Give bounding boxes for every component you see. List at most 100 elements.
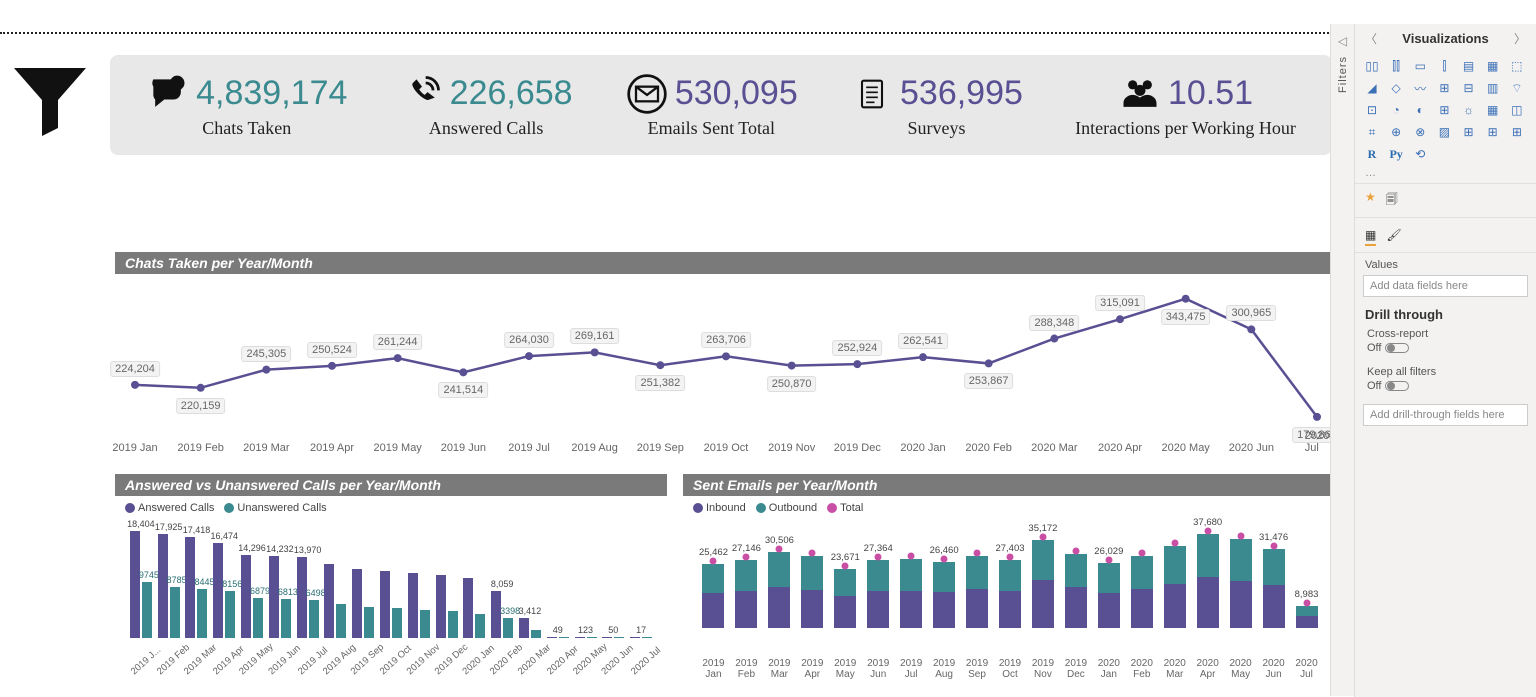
viz-type-icon[interactable]: ◢: [1363, 79, 1381, 97]
total-marker: [1007, 553, 1014, 560]
data-label: 23,671: [831, 552, 860, 563]
viz-type-icon[interactable]: ⫿: [1435, 57, 1453, 75]
answered-bar: [408, 573, 418, 638]
viz-type-icon[interactable]: ▥: [1484, 79, 1502, 97]
viz-type-icon[interactable]: ▯▯: [1363, 57, 1381, 75]
viz-type-icon[interactable]: Py: [1387, 145, 1405, 163]
filters-pane-collapsed[interactable]: ◁ Filters: [1330, 24, 1354, 696]
axis-category: 2019 Dec: [834, 442, 881, 454]
axis-category: 2019 Jun: [441, 442, 486, 454]
total-marker: [809, 550, 816, 557]
chats-line-chart[interactable]: Chats Taken per Year/Month 224,2042019 J…: [115, 252, 1337, 454]
answered-bar: [380, 571, 390, 638]
kpi-iph[interactable]: 10.51Interactions per Working Hour: [1075, 72, 1296, 139]
fields-tab-icon[interactable]: ★: [1365, 190, 1376, 211]
answered-bar: [352, 569, 362, 638]
bar-group: [463, 578, 485, 638]
expand-filters-icon[interactable]: ◁: [1336, 32, 1349, 50]
data-label: 264,030: [504, 332, 554, 348]
viz-type-icon[interactable]: ⊞: [1508, 123, 1526, 141]
viz-type-icon[interactable]: ⊞: [1435, 101, 1453, 119]
data-label: 123: [578, 625, 593, 635]
stacked-bar: [933, 562, 955, 628]
data-label: 27,403: [995, 543, 1024, 554]
emails-stacked-chart[interactable]: Sent Emails per Year/Month InboundOutbou…: [683, 474, 1337, 696]
data-label: 18,404: [127, 519, 155, 529]
unanswered-bar: [531, 630, 541, 638]
unanswered-bar: [420, 610, 430, 638]
visualizations-pane: 〈 Visualizations 〉 ▯▯⫿⫿▭⫿▤▦⬚◢◇〰⊞⊟▥⌔⊡◔◐⊞☼…: [1354, 24, 1536, 697]
viz-type-icon[interactable]: ▦: [1484, 57, 1502, 75]
unanswered-bar: [475, 614, 485, 638]
viz-type-icon[interactable]: ⊕: [1387, 123, 1405, 141]
viz-type-icon[interactable]: ⊞: [1435, 79, 1453, 97]
inbound-segment: [735, 591, 757, 628]
kpi-label: Surveys: [907, 118, 965, 139]
viz-type-icon[interactable]: ⟲: [1411, 145, 1429, 163]
viz-type-icon[interactable]: ⌔: [1508, 79, 1526, 97]
kpi-calls[interactable]: 226,658Answered Calls: [400, 72, 573, 139]
viz-type-icon[interactable]: ⊗: [1411, 123, 1429, 141]
values-field-well[interactable]: Add data fields here: [1363, 275, 1528, 297]
viz-type-icon[interactable]: ⌗: [1363, 123, 1381, 141]
more-viz-icon[interactable]: …: [1355, 167, 1536, 179]
answered-bar: [158, 534, 168, 638]
outbound-segment: [1065, 554, 1087, 588]
unanswered-bar: [614, 637, 624, 638]
data-label: 27,146: [732, 543, 761, 554]
stacked-bar: [1296, 606, 1318, 628]
axis-category: 2019Oct: [999, 658, 1021, 680]
format-roller-icon[interactable]: 🖌: [1386, 228, 1401, 246]
kpi-value: 530,095: [675, 74, 798, 113]
viz-type-icon[interactable]: ◇: [1387, 79, 1405, 97]
collapse-viz-icon[interactable]: 〈: [1363, 28, 1379, 49]
calls-bar-chart[interactable]: Answered vs Unanswered Calls per Year/Mo…: [115, 474, 667, 696]
data-label: 14,296: [238, 543, 266, 553]
viz-type-icon[interactable]: ▤: [1460, 57, 1478, 75]
data-label: 252,924: [832, 340, 882, 356]
keep-filters-toggle[interactable]: Off: [1367, 380, 1409, 392]
data-label: 245,305: [241, 346, 291, 362]
viz-type-icon[interactable]: ⊞: [1484, 123, 1502, 141]
viz-type-icon[interactable]: 〰: [1411, 79, 1429, 97]
viz-type-icon[interactable]: ◫: [1508, 101, 1526, 119]
viz-type-icon[interactable]: ⊟: [1460, 79, 1478, 97]
cross-report-toggle[interactable]: Off: [1367, 342, 1409, 354]
viz-type-icon[interactable]: ☼: [1460, 101, 1478, 119]
viz-type-icon[interactable]: R: [1363, 145, 1381, 163]
data-label: 37,680: [1193, 517, 1222, 528]
viz-type-icon[interactable]: ⊡: [1363, 101, 1381, 119]
stacked-bar: [1032, 540, 1054, 628]
canvas-top-border: [0, 32, 1336, 34]
viz-type-icon[interactable]: ◔: [1387, 101, 1405, 119]
outbound-segment: [1230, 539, 1252, 581]
viz-type-icon[interactable]: ⊞: [1460, 123, 1478, 141]
expand-viz-icon[interactable]: 〉: [1512, 28, 1528, 49]
viz-type-icon[interactable]: ▨: [1435, 123, 1453, 141]
axis-category: 2020Jan: [1098, 658, 1120, 680]
kpi-surveys[interactable]: 536,995Surveys: [850, 72, 1023, 139]
axis-category: 2019Feb: [735, 658, 757, 680]
unanswered-bar: [642, 637, 652, 638]
bar-group: [630, 637, 652, 638]
format-tab-icon[interactable]: 🗐: [1386, 190, 1398, 211]
kpi-chats[interactable]: 4,839,174Chats Taken: [146, 72, 347, 139]
viz-type-icon[interactable]: ⫿⫿: [1387, 57, 1405, 75]
viz-type-icon[interactable]: ▦: [1484, 101, 1502, 119]
fields-well-icon[interactable]: ▦: [1365, 228, 1376, 246]
unanswered-bar: [392, 608, 402, 638]
bar-group: [213, 543, 235, 638]
data-label: 26,460: [930, 545, 959, 556]
viz-type-icon[interactable]: ◐: [1411, 101, 1429, 119]
stacked-bar: [1197, 534, 1219, 628]
axis-category: 2019 Sep: [637, 442, 684, 454]
drillthrough-field-well[interactable]: Add drill-through fields here: [1363, 404, 1528, 426]
kpi-emails[interactable]: 530,095Emails Sent Total: [625, 72, 798, 139]
viz-type-icon[interactable]: ⬚: [1508, 57, 1526, 75]
inbound-segment: [1065, 587, 1087, 628]
outbound-segment: [702, 564, 724, 593]
data-label: 300,965: [1226, 305, 1276, 321]
axis-category: 2020 Jul: [1305, 430, 1329, 454]
viz-type-icon[interactable]: ▭: [1411, 57, 1429, 75]
answered-bar: [241, 555, 251, 638]
